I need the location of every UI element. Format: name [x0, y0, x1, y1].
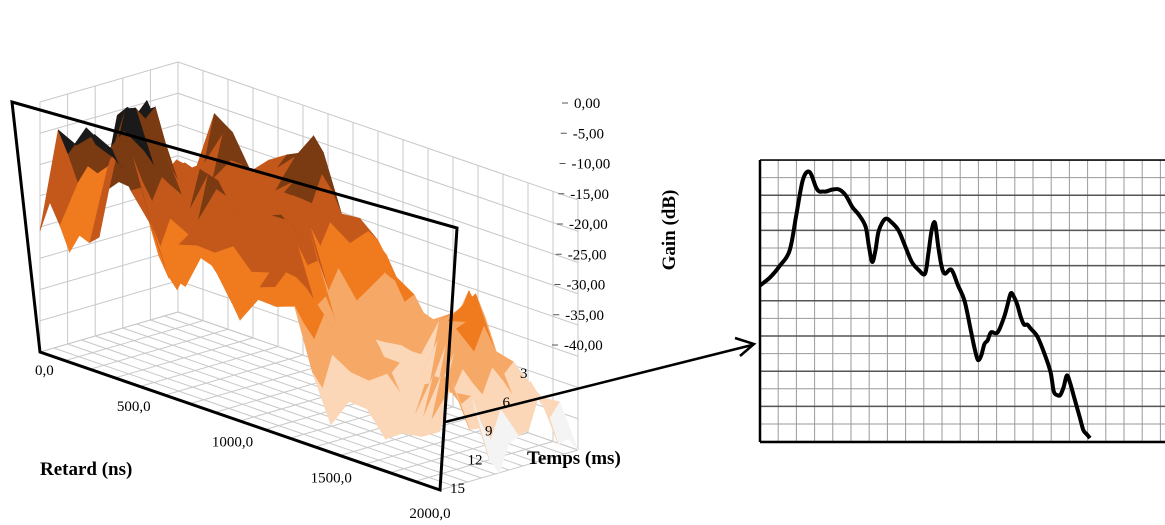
cut-plane-frame	[10, 99, 459, 493]
y-tick-label: 12	[468, 452, 483, 468]
x-tick-label: 0,0	[35, 363, 54, 379]
x-axis-title: Retard (ns)	[40, 459, 132, 480]
profile-series-line	[760, 169, 1092, 440]
connector-arrow	[444, 336, 757, 424]
z-tick-label: -35,00	[565, 308, 604, 324]
profile-grid	[760, 160, 1165, 442]
z-tick-label: -20,00	[569, 217, 608, 233]
surface-plot	[39, 99, 579, 474]
x-tick-label: 2000,0	[409, 506, 450, 522]
surface-chart: 0,00 -5,00 -10,00 -15,00 -20,00 -25,00 -30,00 -…	[10, 61, 680, 522]
y-axis-title: Temps (ms)	[527, 448, 621, 469]
y-tick-label: 9	[485, 424, 493, 440]
y-tick-label: 3	[520, 366, 528, 382]
x-tick-label: 1000,0	[212, 435, 253, 451]
y-tick-label: 15	[450, 481, 465, 497]
z-tick-label: -10,00	[572, 157, 611, 173]
z-axis: 0,00 -5,00 -10,00 -15,00 -20,00 -25,00 -30,00 -…	[552, 96, 610, 354]
z-axis-title: Gain (dB)	[659, 190, 680, 271]
x-tick-label: 1500,0	[311, 470, 352, 486]
x-tick-label: 500,0	[117, 399, 151, 415]
profile-chart	[758, 159, 1165, 444]
x-axis: 0,0 500,0 1000,0 1500,0 2000,0	[35, 363, 451, 522]
z-tick-label: -40,00	[564, 338, 603, 354]
z-tick-label: 0,00	[574, 96, 600, 112]
z-tick-label: -5,00	[573, 126, 604, 142]
z-tick-label: -15,00	[570, 187, 609, 203]
y-tick-label: 6	[503, 395, 511, 411]
z-tick-label: -30,00	[567, 278, 606, 294]
z-tick-label: -25,00	[568, 247, 607, 263]
